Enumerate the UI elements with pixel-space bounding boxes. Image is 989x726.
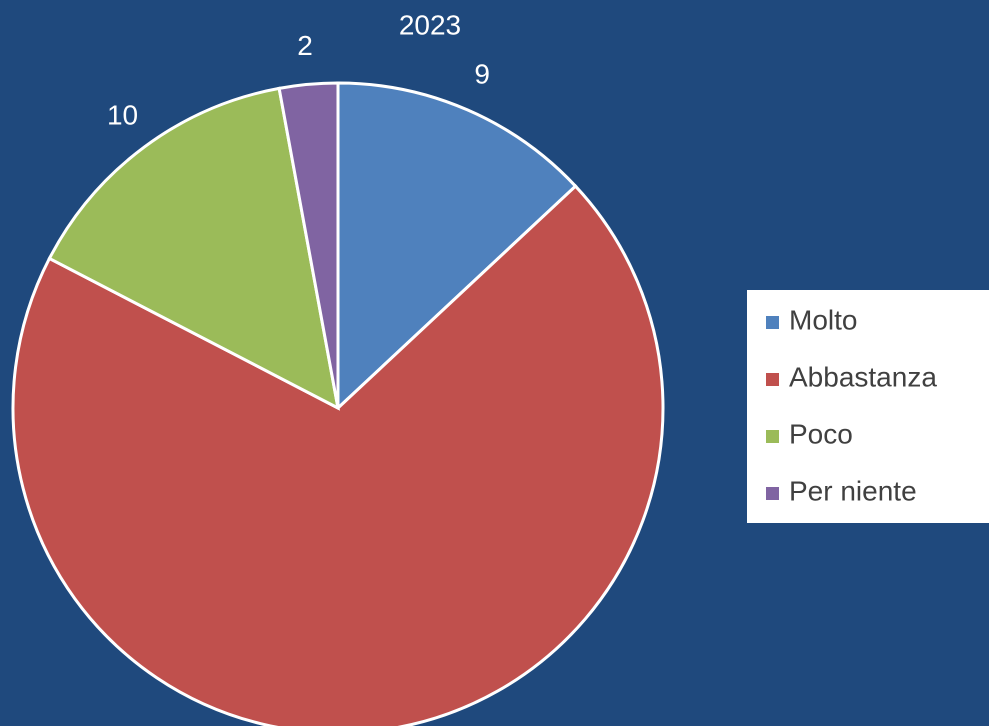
data-label: 9 [474, 58, 490, 89]
legend-label: Per niente [789, 475, 917, 506]
legend-swatch [766, 487, 779, 500]
legend-label: Molto [789, 304, 857, 335]
pie-slice [277, 81, 340, 409]
pie-slice [336, 81, 578, 412]
chart-title: 2023 [399, 9, 461, 40]
legend-swatch [766, 316, 779, 329]
legend-label: Abbastanza [789, 361, 937, 392]
pie-slice [11, 184, 665, 726]
pie-slice [47, 86, 341, 411]
data-label: 10 [107, 99, 138, 130]
legend-swatch [766, 430, 779, 443]
legend-swatch [766, 373, 779, 386]
legend-label: Poco [789, 418, 853, 449]
data-label: 2 [297, 30, 313, 61]
legend-box [747, 290, 989, 523]
